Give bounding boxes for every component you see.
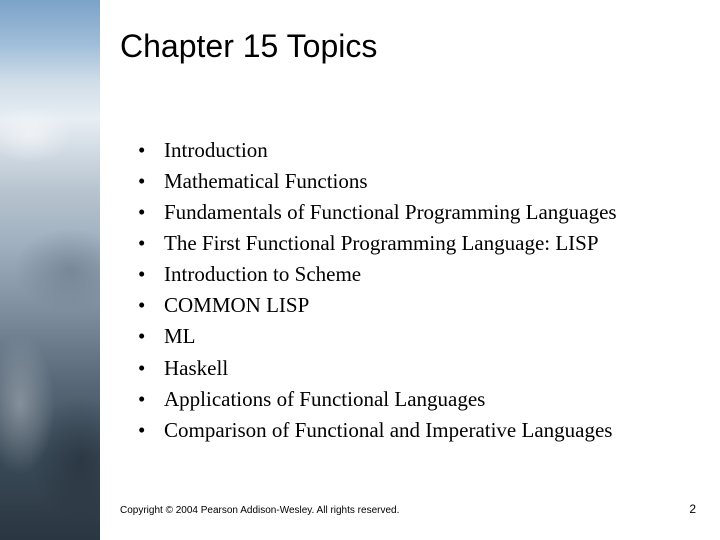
list-item: Applications of Functional Languages bbox=[138, 384, 720, 415]
list-item: ML bbox=[138, 321, 720, 352]
slide-content: Chapter 15 Topics Introduction Mathemati… bbox=[120, 0, 720, 540]
list-item: Haskell bbox=[138, 353, 720, 384]
list-item: Mathematical Functions bbox=[138, 166, 720, 197]
slide-title: Chapter 15 Topics bbox=[120, 28, 720, 65]
topics-list: Introduction Mathematical Functions Fund… bbox=[120, 135, 720, 446]
sidebar-decorative-image bbox=[0, 0, 100, 540]
page-number: 2 bbox=[689, 502, 696, 516]
list-item: Fundamentals of Functional Programming L… bbox=[138, 197, 720, 228]
list-item: Comparison of Functional and Imperative … bbox=[138, 415, 720, 446]
list-item: The First Functional Programming Languag… bbox=[138, 228, 720, 259]
list-item: Introduction bbox=[138, 135, 720, 166]
list-item: COMMON LISP bbox=[138, 290, 720, 321]
list-item: Introduction to Scheme bbox=[138, 259, 720, 290]
copyright-text: Copyright © 2004 Pearson Addison-Wesley.… bbox=[120, 505, 399, 516]
slide-footer: Copyright © 2004 Pearson Addison-Wesley.… bbox=[120, 502, 696, 516]
